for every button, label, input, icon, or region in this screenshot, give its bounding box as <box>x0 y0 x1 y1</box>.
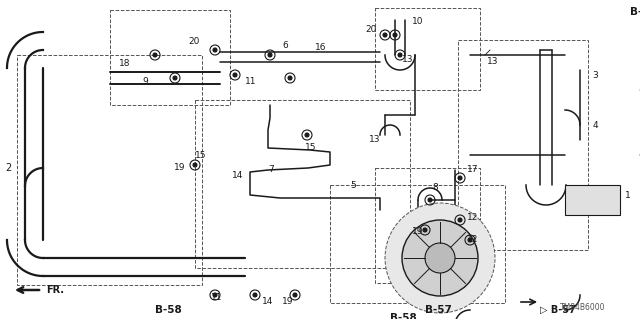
Bar <box>330 185 505 303</box>
Text: 17: 17 <box>467 166 479 174</box>
Circle shape <box>153 53 157 57</box>
Text: 4: 4 <box>593 121 598 130</box>
Circle shape <box>458 176 462 180</box>
Text: ▷ B-57: ▷ B-57 <box>540 305 576 315</box>
Circle shape <box>458 218 462 222</box>
Text: 14: 14 <box>232 170 243 180</box>
Circle shape <box>233 73 237 77</box>
Text: 12: 12 <box>467 213 478 222</box>
Circle shape <box>393 33 397 37</box>
Circle shape <box>213 293 217 297</box>
Text: 8: 8 <box>432 183 438 192</box>
Text: 19: 19 <box>412 227 423 236</box>
Text: 9: 9 <box>142 78 148 86</box>
Text: 2: 2 <box>5 163 12 173</box>
Circle shape <box>425 243 455 273</box>
Text: 1: 1 <box>625 190 631 199</box>
Circle shape <box>383 33 387 37</box>
Bar <box>375 8 480 90</box>
Text: B-17-20: B-17-20 <box>630 7 640 17</box>
Text: TM84B6000: TM84B6000 <box>560 303 605 312</box>
Circle shape <box>305 133 309 137</box>
Text: 3: 3 <box>592 70 598 79</box>
Circle shape <box>398 53 402 57</box>
Text: 13: 13 <box>487 57 499 66</box>
Text: B-58: B-58 <box>155 305 182 315</box>
Circle shape <box>428 198 432 202</box>
Circle shape <box>385 203 495 313</box>
Text: 15: 15 <box>195 151 207 160</box>
Text: 11: 11 <box>245 78 257 86</box>
Circle shape <box>213 48 217 52</box>
Bar <box>17 55 202 285</box>
Text: 20: 20 <box>189 38 200 47</box>
Text: 14: 14 <box>262 298 273 307</box>
Text: 7: 7 <box>268 166 274 174</box>
Text: 19: 19 <box>173 164 185 173</box>
Circle shape <box>288 76 292 80</box>
Text: 11: 11 <box>211 293 222 302</box>
Circle shape <box>268 53 272 57</box>
Circle shape <box>423 228 427 232</box>
Text: 15: 15 <box>305 143 317 152</box>
Bar <box>110 10 230 105</box>
FancyBboxPatch shape <box>565 185 620 215</box>
Text: 13: 13 <box>402 56 413 64</box>
Text: B-58: B-58 <box>390 313 417 319</box>
Text: 6: 6 <box>282 41 288 49</box>
Circle shape <box>173 76 177 80</box>
Text: B-57: B-57 <box>425 305 452 315</box>
Bar <box>458 40 588 250</box>
Circle shape <box>468 238 472 242</box>
Text: 5: 5 <box>350 181 356 189</box>
Text: 18: 18 <box>118 58 130 68</box>
Text: 19: 19 <box>282 298 294 307</box>
Text: 20: 20 <box>365 26 377 34</box>
Circle shape <box>193 163 197 167</box>
Bar <box>195 100 410 268</box>
Text: 16: 16 <box>315 43 326 53</box>
Text: 10: 10 <box>412 18 424 26</box>
Bar <box>375 168 480 283</box>
Text: 12: 12 <box>467 235 478 244</box>
Text: 13: 13 <box>369 136 380 145</box>
Circle shape <box>402 220 478 296</box>
Circle shape <box>293 293 297 297</box>
Circle shape <box>253 293 257 297</box>
Text: FR.: FR. <box>46 285 64 295</box>
